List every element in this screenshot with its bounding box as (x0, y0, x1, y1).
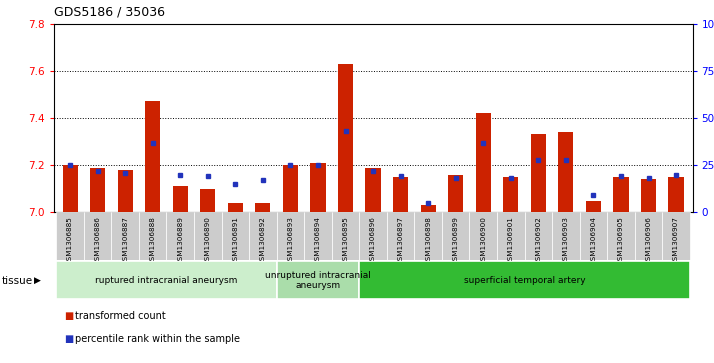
Text: ■: ■ (64, 334, 74, 344)
Text: GSM1306906: GSM1306906 (645, 216, 651, 265)
Bar (145, 101, 160, 212)
Bar (166, 212, 194, 260)
Text: superficial temporal artery: superficial temporal artery (464, 276, 585, 285)
Text: tissue: tissue (2, 276, 34, 286)
Text: GSM1306903: GSM1306903 (563, 216, 569, 265)
Text: GSM1306899: GSM1306899 (453, 216, 458, 265)
Text: GSM1306904: GSM1306904 (590, 216, 596, 265)
Bar (90, 167, 105, 212)
Bar (448, 175, 463, 212)
Bar (63, 165, 78, 212)
Bar (173, 186, 188, 212)
Bar (194, 212, 221, 260)
Text: GSM1306901: GSM1306901 (508, 216, 514, 265)
Bar (497, 212, 525, 260)
Text: ▶: ▶ (34, 276, 41, 285)
Bar (332, 212, 359, 260)
Bar (256, 203, 271, 212)
Bar (139, 212, 166, 260)
Bar (525, 212, 552, 260)
Bar (421, 205, 436, 212)
Bar (84, 212, 111, 260)
Bar (228, 203, 243, 212)
Bar (668, 177, 683, 212)
Text: GSM1306889: GSM1306889 (177, 216, 183, 265)
Bar (607, 212, 635, 260)
Bar (414, 212, 442, 260)
Text: transformed count: transformed count (75, 311, 166, 321)
Bar (111, 212, 139, 260)
Bar (56, 261, 276, 299)
Bar (118, 170, 133, 212)
Text: GSM1306888: GSM1306888 (150, 216, 156, 265)
Bar (366, 167, 381, 212)
Bar (387, 212, 414, 260)
Text: ruptured intracranial aneurysm: ruptured intracranial aneurysm (95, 276, 238, 285)
Text: GSM1306885: GSM1306885 (67, 216, 73, 265)
Text: GSM1306898: GSM1306898 (425, 216, 431, 265)
Text: GSM1306890: GSM1306890 (205, 216, 211, 265)
Bar (276, 212, 304, 260)
Bar (304, 212, 332, 260)
Bar (56, 212, 84, 260)
Bar (635, 212, 663, 260)
Text: GSM1306892: GSM1306892 (260, 216, 266, 265)
Text: GSM1306902: GSM1306902 (536, 216, 541, 265)
Text: GSM1306893: GSM1306893 (288, 216, 293, 265)
Bar (393, 177, 408, 212)
Bar (359, 212, 387, 260)
Bar (276, 261, 359, 299)
Bar (531, 134, 546, 212)
Bar (249, 212, 276, 260)
Text: ■: ■ (64, 311, 74, 321)
Text: GSM1306897: GSM1306897 (398, 216, 403, 265)
Text: GSM1306891: GSM1306891 (232, 216, 238, 265)
Bar (580, 212, 607, 260)
Bar (311, 163, 326, 212)
Text: GSM1306886: GSM1306886 (95, 216, 101, 265)
Text: GSM1306907: GSM1306907 (673, 216, 679, 265)
Bar (200, 189, 216, 212)
Bar (613, 177, 628, 212)
Text: GSM1306896: GSM1306896 (370, 216, 376, 265)
Text: GSM1306895: GSM1306895 (343, 216, 348, 265)
Bar (283, 165, 298, 212)
Text: percentile rank within the sample: percentile rank within the sample (75, 334, 240, 344)
Bar (442, 212, 470, 260)
Bar (221, 212, 249, 260)
Text: GSM1306900: GSM1306900 (481, 216, 486, 265)
Text: GDS5186 / 35036: GDS5186 / 35036 (54, 5, 164, 19)
Bar (470, 212, 497, 260)
Bar (586, 201, 601, 212)
Bar (359, 261, 690, 299)
Bar (558, 132, 573, 212)
Text: GSM1306905: GSM1306905 (618, 216, 624, 265)
Bar (663, 212, 690, 260)
Text: GSM1306887: GSM1306887 (122, 216, 129, 265)
Bar (338, 64, 353, 212)
Bar (476, 113, 491, 212)
Bar (641, 179, 656, 212)
Text: unruptured intracranial
aneurysm: unruptured intracranial aneurysm (265, 271, 371, 290)
Bar (552, 212, 580, 260)
Text: GSM1306894: GSM1306894 (315, 216, 321, 265)
Bar (503, 177, 518, 212)
